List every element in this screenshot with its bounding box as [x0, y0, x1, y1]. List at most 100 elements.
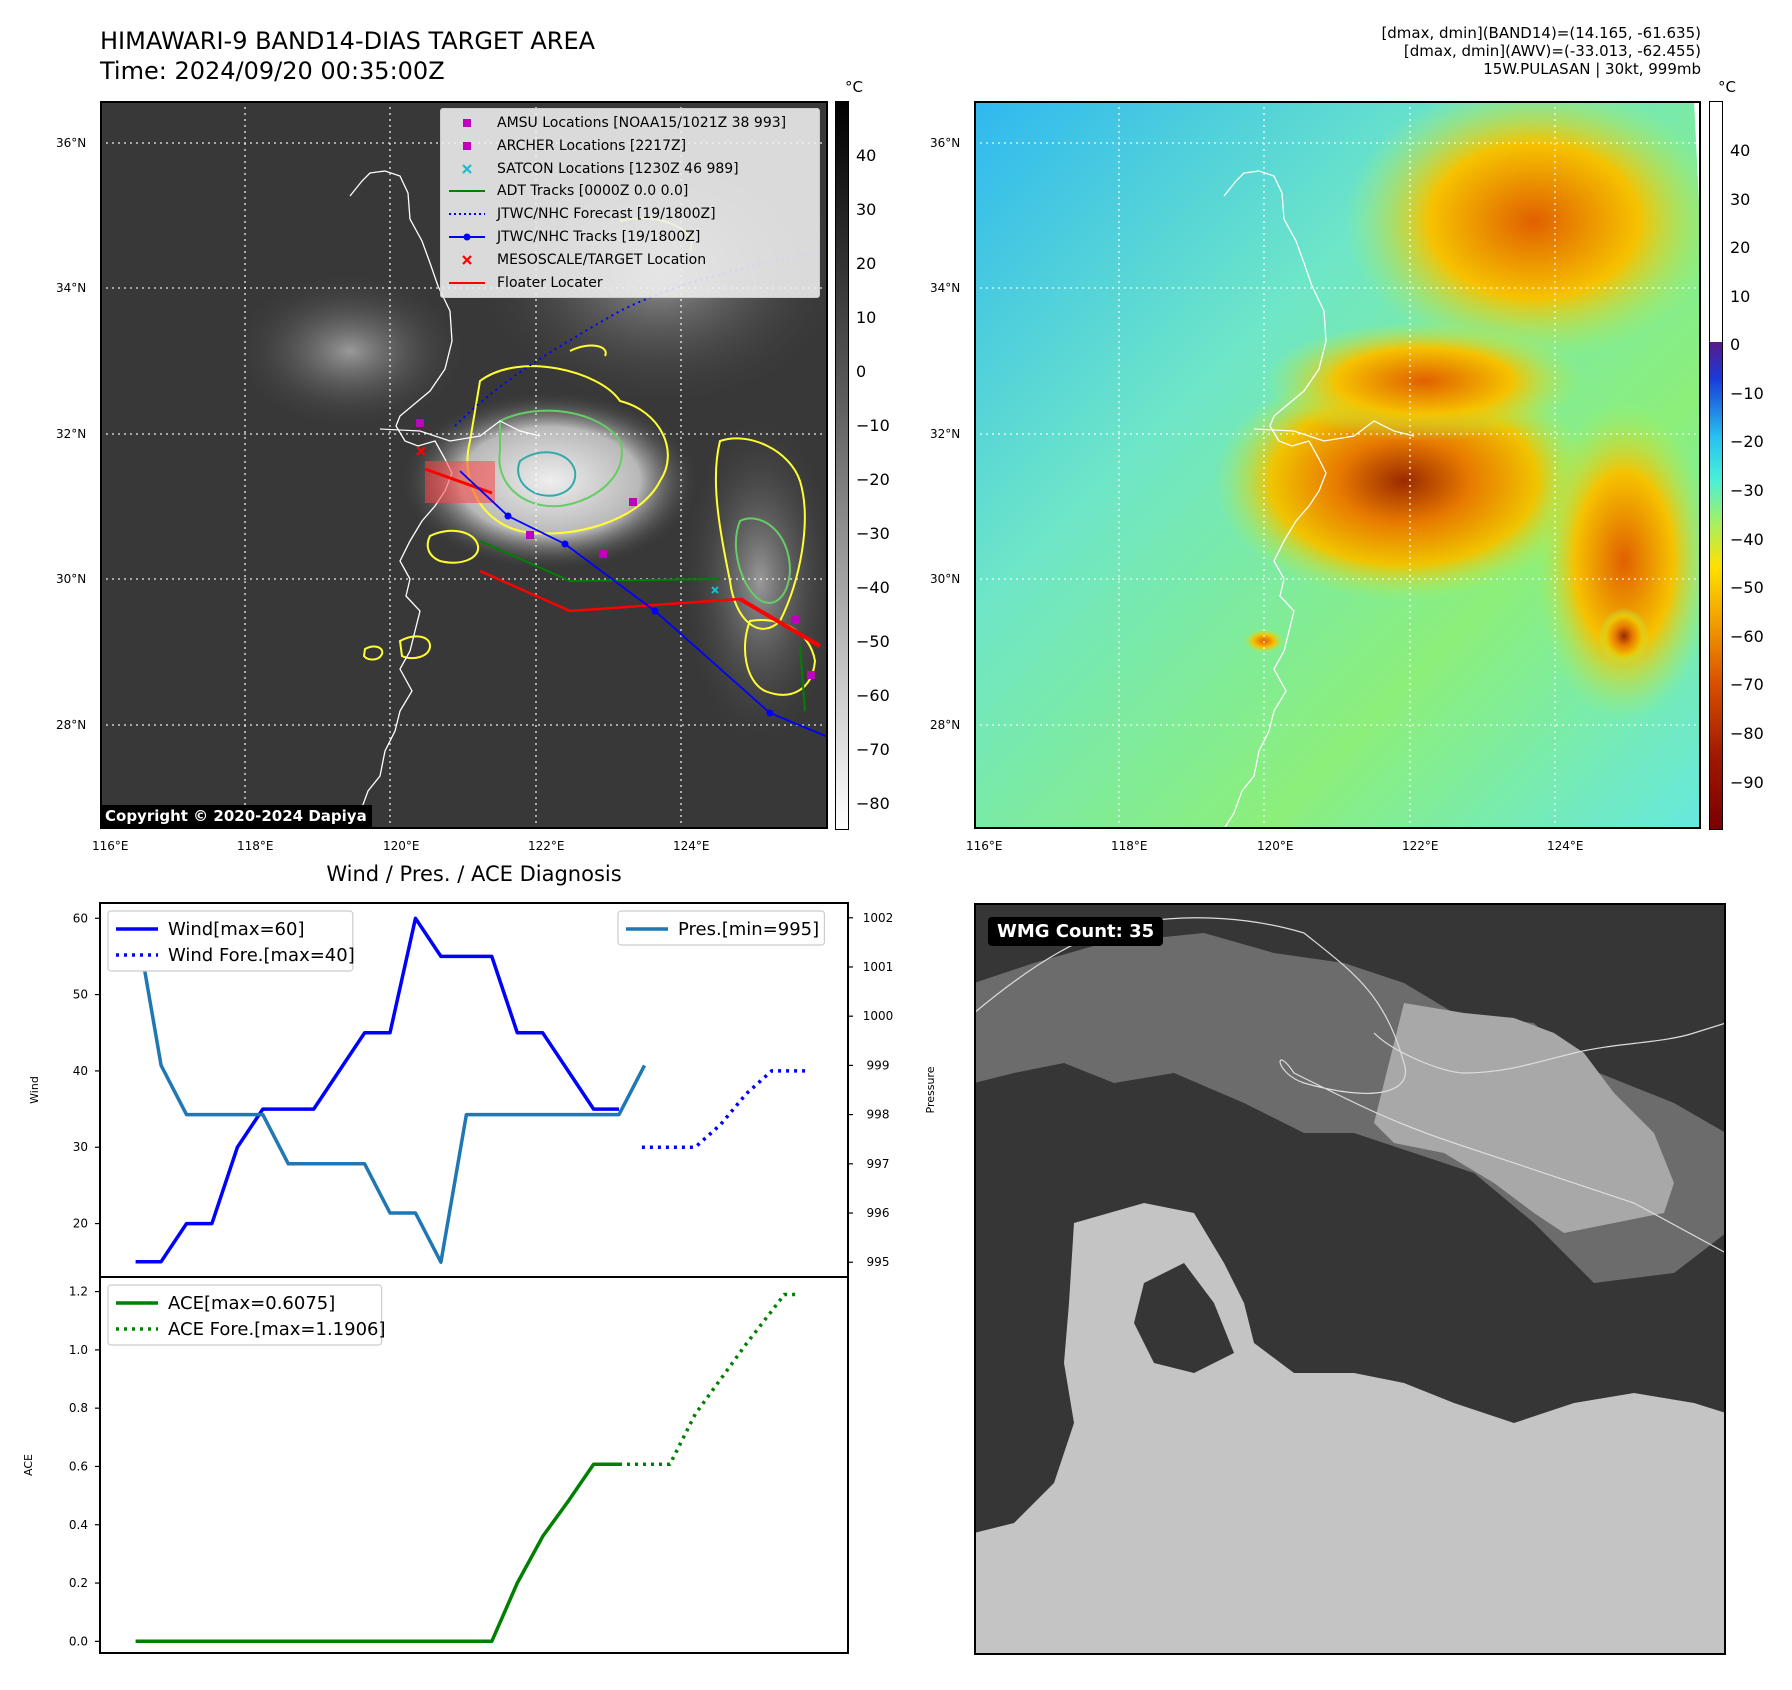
legend-entry: ARCHER Locations [2217Z] [447, 136, 686, 156]
awv-map-panel [974, 101, 1701, 829]
square-marker-icon [447, 113, 487, 133]
legend-entry: ADT Tracks [0000Z 0.0 0.0] [447, 181, 688, 201]
pres-ytick-label: 999 [867, 1058, 890, 1072]
pres-ytick-label: 1000 [863, 1009, 894, 1023]
ace-ytick-label: 0.2 [69, 1576, 88, 1590]
legend-entry-label: MESOSCALE/TARGET Location [497, 251, 707, 268]
cbar-tick: 10 [1730, 287, 1751, 306]
cbar-tick: −70 [1730, 675, 1764, 694]
square-marker-icon [447, 136, 487, 156]
wind-legend-entry: Wind[max=60] [168, 919, 305, 940]
river-yangtze [1253, 420, 1415, 442]
cbar-tick: 20 [856, 254, 877, 273]
lon-tick: 120°E [1257, 839, 1294, 853]
lat-tick: 36°N [56, 136, 87, 150]
lat-tick: 32°N [56, 427, 87, 441]
cbar-tick: −20 [856, 470, 890, 489]
legend-entry: MESOSCALE/TARGET Location [447, 250, 706, 270]
lat-tick: 34°N [56, 281, 87, 295]
lon-tick: 124°E [1547, 839, 1584, 853]
cbar-tick: −40 [1730, 530, 1764, 549]
pres-ytick-label: 996 [867, 1206, 890, 1220]
cbar-tick: −60 [856, 686, 890, 705]
legend-entry: JTWC/NHC Forecast [19/1800Z] [447, 204, 716, 224]
lat-tick: 28°N [930, 718, 961, 732]
lat-tick: 28°N [56, 718, 87, 732]
legend-entry-label: ADT Tracks [0000Z 0.0 0.0] [497, 183, 689, 200]
cbar-tick: −10 [1730, 384, 1764, 403]
colorbar-left-unit: °C [845, 78, 863, 96]
wmg-river [1373, 1022, 1726, 1074]
stats-storm: 15W.PULASAN | 30kt, 999mb [1483, 60, 1701, 78]
legend-entry-label: SATCON Locations [1230Z 46 989] [497, 160, 739, 177]
map1-lon-ticks: 116°E 118°E 120°E 122°E 124°E [0, 839, 1792, 855]
lon-tick: 116°E [92, 839, 129, 853]
stats-band14: [dmax, dmin](BAND14)=(14.165, -61.635) [1381, 24, 1701, 42]
lat-tick: 30°N [930, 572, 961, 586]
ace-ytick-label: 0.6 [69, 1459, 88, 1473]
legend-entry-label: AMSU Locations [NOAA15/1021Z 38 993] [497, 115, 787, 131]
ace-axes-frame [99, 1276, 849, 1654]
legend-entry-label: ARCHER Locations [2217Z] [497, 137, 687, 154]
ace-forecast-series-line [619, 1292, 798, 1467]
lat-tick: 32°N [930, 427, 961, 441]
brightness-contours [362, 217, 817, 696]
awv-cell-south [1599, 608, 1649, 664]
cbar-tick: −40 [856, 578, 890, 597]
lon-tick: 124°E [673, 839, 710, 853]
storm-core [400, 391, 700, 571]
ace-ytick-label: 1.2 [69, 1285, 88, 1299]
cbar-tick: −20 [1730, 432, 1764, 451]
legend-entry-label: Floater Locater [497, 274, 603, 291]
ace-ytick-label: 0.0 [69, 1634, 88, 1648]
cbar-tick: 0 [856, 362, 867, 381]
cbar-tick: 40 [856, 146, 877, 165]
dotted-line-icon [447, 204, 487, 224]
ace-series-line [135, 1462, 619, 1644]
colorbar-right-unit: °C [1718, 78, 1736, 96]
legend-entry-label: JTWC/NHC Tracks [19/1800Z] [497, 229, 701, 245]
wind-axis-label: Wind [28, 1076, 41, 1104]
pres-ytick-label: 998 [867, 1108, 890, 1122]
ace-ytick-label: 0.4 [69, 1518, 88, 1532]
map-legend: AMSU Locations [NOAA15/1021Z 38 993] ARCH… [440, 108, 820, 298]
pressure-series-line [133, 917, 647, 1264]
cbar-tick: 20 [1730, 238, 1751, 257]
lon-tick: 122°E [528, 839, 565, 853]
wmg-count-label: WMG Count: 35 [988, 917, 1164, 946]
river-yangtze [379, 420, 541, 442]
awv-band-north [1344, 101, 1701, 361]
ace-ytick-label: 0.8 [69, 1401, 88, 1415]
cbar-tick: 10 [856, 308, 877, 327]
diagnosis-title: Wind / Pres. / ACE Diagnosis [326, 862, 622, 886]
wmg-panel [974, 903, 1726, 1655]
wind-ytick-label: 40 [73, 1064, 88, 1078]
coastline [1223, 170, 1327, 829]
cbar-tick: −30 [1730, 481, 1764, 500]
wind-legend-entry: Wind Fore.[max=40] [168, 945, 355, 966]
pressure-axis-label: Pressure [924, 1066, 937, 1113]
gridlines [974, 101, 1701, 829]
cbar-tick: 30 [1730, 190, 1751, 209]
lon-tick: 122°E [1402, 839, 1439, 853]
map2-lon-ticks: 116°E 118°E 120°E 122°E 124°E [874, 839, 1674, 855]
wind-forecast-series-line [641, 1069, 810, 1149]
cbar-tick: −80 [1730, 724, 1764, 743]
lon-tick: 118°E [1111, 839, 1148, 853]
cbar-tick: 0 [1730, 335, 1741, 354]
pressure-legend-entry: Pres.[min=995] [678, 919, 819, 940]
pres-ytick-label: 1002 [863, 911, 894, 925]
awv-band-east [1534, 401, 1701, 721]
lon-tick: 116°E [966, 839, 1003, 853]
ace-legend-entry: ACE Fore.[max=1.1906] [168, 1319, 386, 1340]
ace-axis-label: ACE [22, 1454, 35, 1476]
cbar-tick: −10 [856, 416, 890, 435]
lon-tick: 120°E [383, 839, 420, 853]
cbar-tick: −30 [856, 524, 890, 543]
lat-tick: 36°N [930, 136, 961, 150]
legend-entry: SATCON Locations [1230Z 46 989] [447, 159, 739, 179]
cbar-tick: −70 [856, 740, 890, 759]
pres-ytick-label: 997 [867, 1157, 890, 1171]
cbar-tick: −80 [856, 794, 890, 813]
cbar-tick: 30 [856, 200, 877, 219]
